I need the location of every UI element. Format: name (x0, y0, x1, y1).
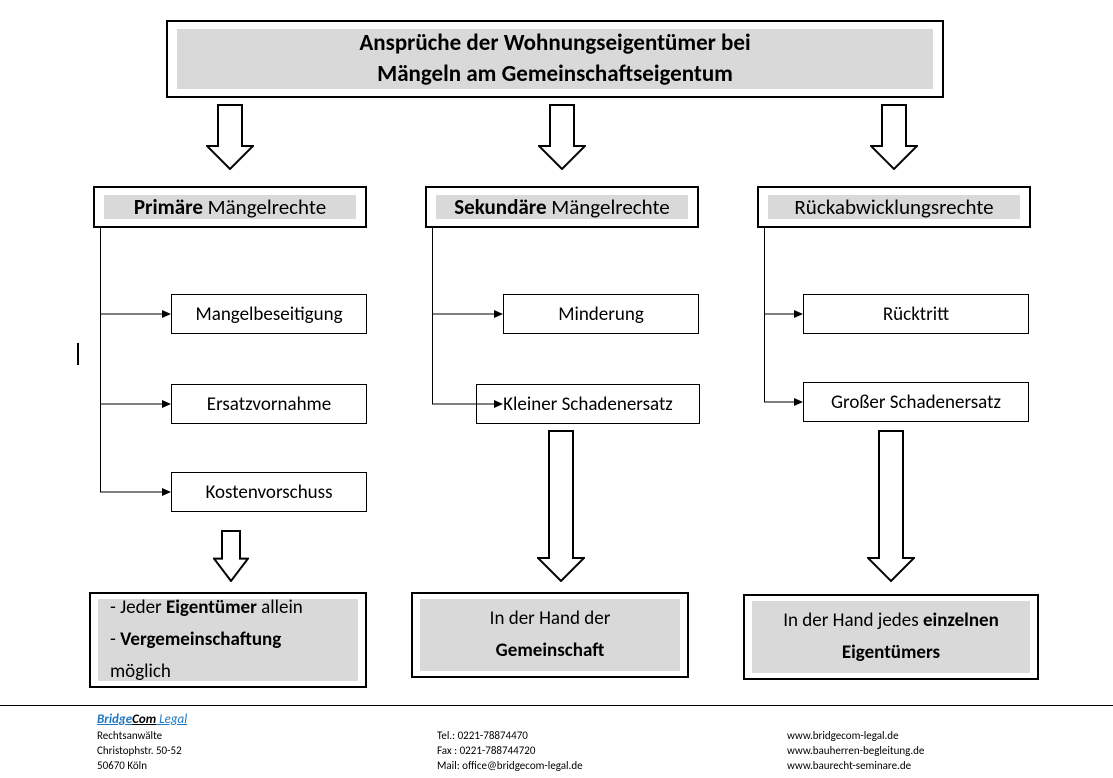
category-secondary-label: Sekundäre Mängelrechte (454, 194, 670, 220)
footer-col2-0: Tel.: 0221-78874470 (437, 729, 757, 742)
category-primary-rest: Mängelrechte (203, 194, 326, 220)
rescission-item-1: Großer Schadenersatz (803, 382, 1029, 422)
rescission-item-0: Rücktritt (803, 294, 1029, 334)
bottom-primary-line2: - Vergemeinschaftung (110, 624, 281, 656)
title-inner: Ansprüche der Wohnungseigentümer bei Män… (177, 29, 933, 89)
footer-col3-0: www.bridgecom-legal.de (787, 729, 1067, 742)
bottom-primary-inner: - Jeder Eigentümer allein - Vergemeinsch… (98, 599, 358, 681)
bottom-primary: - Jeder Eigentümer allein - Vergemeinsch… (89, 592, 367, 688)
category-rescission: Rückabwicklungsrechte (757, 186, 1031, 228)
arrow-rescission-bottom (867, 430, 915, 582)
category-secondary-rest: Mängelrechte (547, 194, 670, 220)
arrow-primary-bottom (213, 530, 249, 582)
primary-item-2: Kostenvorschuss (171, 472, 367, 512)
secondary-item-0: Minderung (503, 294, 699, 334)
footer-col1-1: Christophstr. 50-52 (97, 744, 417, 757)
bottom-rescission-line1: In der Hand jedes einzelnen (783, 605, 999, 637)
footer-col1-2: 50670 Köln (97, 759, 417, 772)
category-secondary-inner: Sekundäre Mängelrechte (436, 195, 688, 219)
category-secondary: Sekundäre Mängelrechte (425, 186, 699, 228)
bottom-secondary-line1: In der Hand der (490, 603, 611, 635)
title-line-1: Ansprüche der Wohnungseigentümer bei (359, 28, 750, 59)
footer-col-2: Tel.: 0221-78874470 Fax : 0221-788744720… (437, 712, 757, 772)
top-arrow-2 (870, 104, 918, 170)
category-rescission-label: Rückabwicklungsrechte (794, 194, 993, 220)
bottom-primary-line1: - Jeder Eigentümer allein (110, 592, 303, 624)
arrow-secondary-bottom (537, 430, 585, 582)
bottom-rescission-inner: In der Hand jedes einzelnen Eigentümers (752, 601, 1030, 673)
footer: BridgeCom Legal Rechtsanwälte Christophs… (0, 705, 1113, 772)
category-primary-bold: Primäre (134, 194, 203, 220)
bottom-primary-line3: möglich (110, 656, 171, 688)
category-primary-inner: Primäre Mängelrechte (104, 195, 356, 219)
connector-rescission (764, 228, 815, 414)
diagram-canvas: Ansprüche der Wohnungseigentümer bei Män… (0, 0, 1113, 778)
footer-col-3: www.bridgecom-legal.de www.bauherren-beg… (787, 712, 1067, 772)
bottom-secondary-line2: Gemeinschaft (496, 635, 605, 667)
bottom-rescission-line2: Eigentümers (842, 637, 940, 669)
footer-col3-1: www.bauherren-begleitung.de (787, 744, 1067, 757)
bottom-secondary-inner: In der Hand der Gemeinschaft (420, 599, 680, 671)
title-line-2: Mängeln am Gemeinschaftseigentum (377, 59, 733, 90)
footer-col2-2: Mail: office@bridgecom-legal.de (437, 759, 757, 772)
top-arrow-1 (538, 104, 586, 170)
footer-col1-0: Rechtsanwälte (97, 729, 417, 742)
footer-brand: BridgeCom Legal (97, 712, 417, 727)
connector-primary (100, 228, 183, 504)
category-secondary-bold: Sekundäre (454, 194, 546, 220)
bottom-secondary: In der Hand der Gemeinschaft (411, 592, 689, 678)
footer-col-1: BridgeCom Legal Rechtsanwälte Christophs… (97, 712, 417, 772)
connector-secondary (432, 228, 515, 416)
title-box: Ansprüche der Wohnungseigentümer bei Män… (166, 20, 944, 98)
category-primary: Primäre Mängelrechte (93, 186, 367, 228)
footer-col3-2: www.baurecht-seminare.de (787, 759, 1067, 772)
category-rescission-inner: Rückabwicklungsrechte (768, 195, 1020, 219)
bottom-rescission: In der Hand jedes einzelnen Eigentümers (743, 594, 1039, 680)
category-primary-label: Primäre Mängelrechte (134, 194, 326, 220)
primary-item-1: Ersatzvornahme (171, 384, 367, 424)
text-cursor (77, 343, 79, 365)
footer-col2-1: Fax : 0221-788744720 (437, 744, 757, 757)
top-arrow-0 (206, 104, 254, 170)
primary-item-0: Mangelbeseitigung (171, 294, 367, 334)
